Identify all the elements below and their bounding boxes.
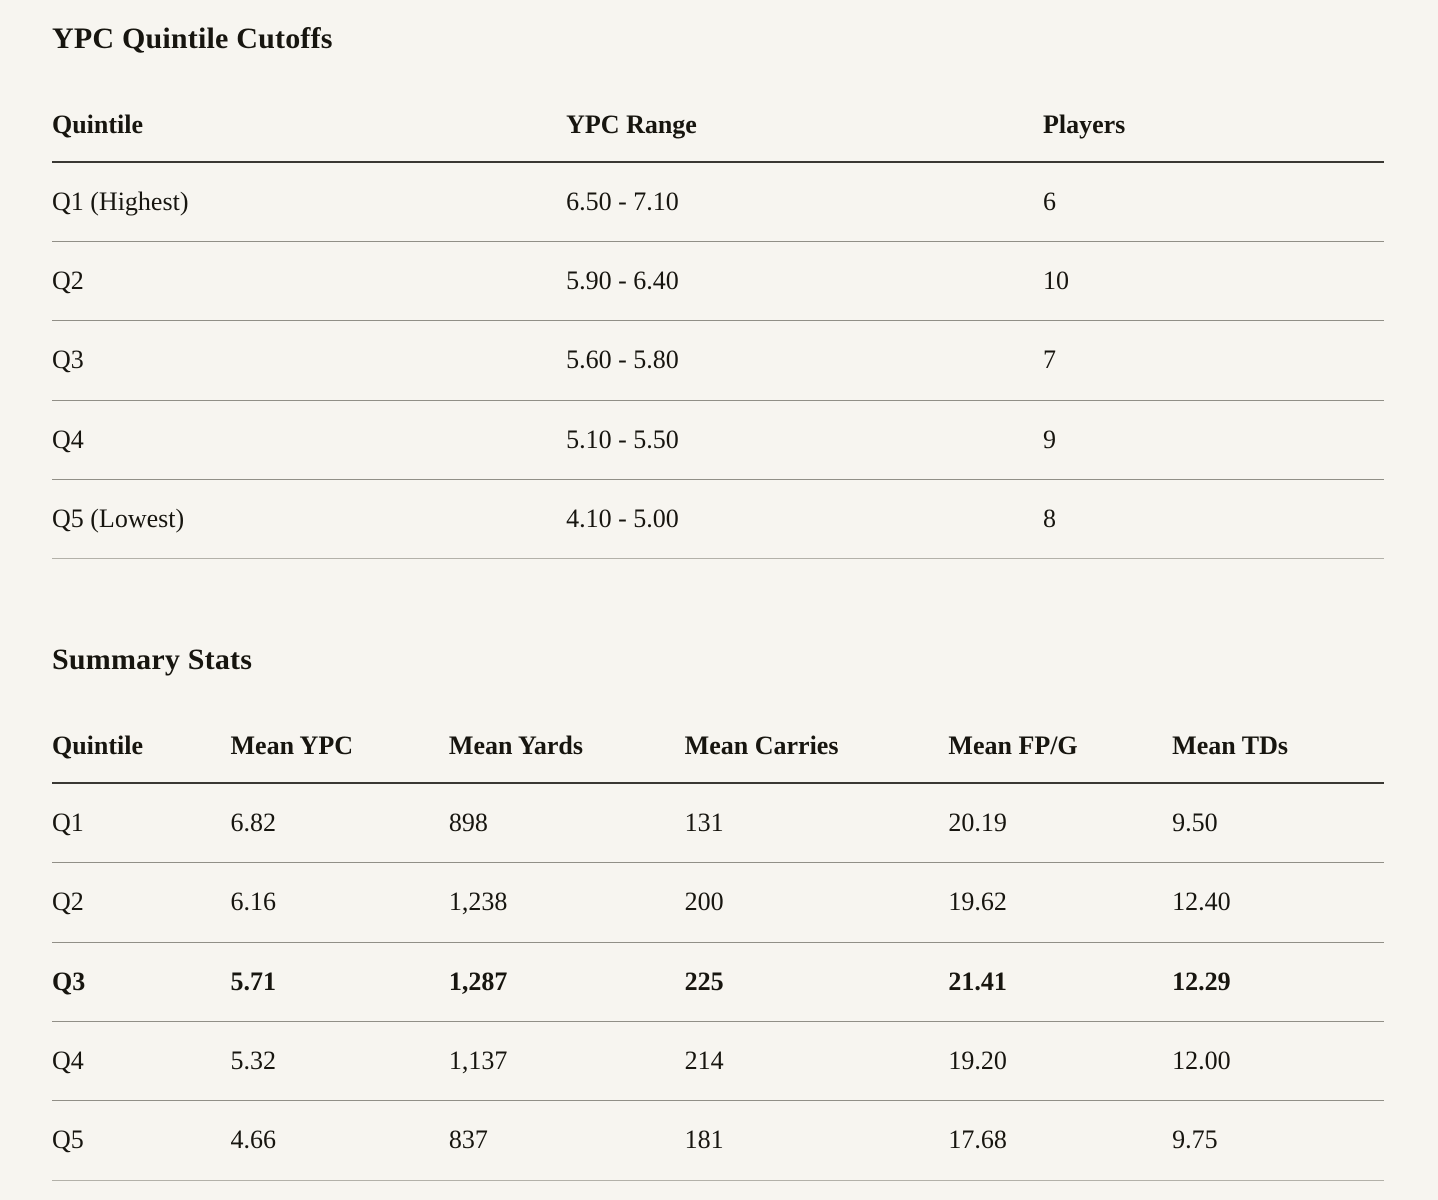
cell-players: 9	[1042, 400, 1384, 480]
cell-mean-carries: 225	[684, 942, 949, 1022]
cell-quintile: Q1	[52, 783, 231, 864]
cell-ypc-range: 5.90 - 6.40	[566, 241, 1043, 322]
cell-mean-carries: 200	[684, 862, 949, 943]
cell-quintile: Q5	[52, 1100, 231, 1181]
cell-mean-fpg: 21.41	[948, 942, 1173, 1022]
cell-ypc-range: 4.10 - 5.00	[566, 479, 1043, 560]
cell-players: 10	[1042, 241, 1384, 322]
column-header-mean-ypc: Mean YPC	[230, 732, 449, 785]
cell-players: 7	[1042, 320, 1384, 401]
table-row: Q4 5.10 - 5.50 9	[52, 400, 1384, 480]
table-row: Q1 6.82 898 131 20.19 9.50	[52, 783, 1384, 864]
cell-quintile: Q2	[52, 862, 231, 943]
cell-mean-ypc: 6.16	[230, 862, 449, 943]
column-header-players: Players	[1042, 110, 1384, 163]
cell-mean-fpg: 17.68	[948, 1100, 1173, 1181]
cell-mean-fpg: 20.19	[948, 783, 1173, 864]
table-row: Q3 5.60 - 5.80 7	[52, 320, 1384, 401]
table-row: Q5 4.66 837 181 17.68 9.75	[52, 1100, 1384, 1181]
cell-mean-yards: 898	[448, 783, 685, 864]
cell-mean-ypc: 6.82	[230, 783, 449, 864]
cell-quintile: Q1 (Highest)	[52, 161, 567, 243]
table-row: Q1 (Highest) 6.50 - 7.10 6	[52, 161, 1384, 243]
table-row: Q4 5.32 1,137 214 19.20 12.00	[52, 1021, 1384, 1102]
table-row-highlighted: Q3 5.71 1,287 225 21.41 12.29	[52, 942, 1384, 1022]
cell-quintile: Q2	[52, 241, 567, 322]
column-header-mean-yards: Mean Yards	[448, 732, 685, 785]
cell-mean-tds: 12.29	[1172, 942, 1384, 1022]
cell-players: 6	[1042, 161, 1384, 243]
cell-mean-yards: 1,137	[448, 1021, 685, 1102]
cell-quintile: Q5 (Lowest)	[52, 479, 567, 560]
table-row: Q5 (Lowest) 4.10 - 5.00 8	[52, 479, 1384, 560]
column-header-mean-fpg: Mean FP/G	[948, 732, 1173, 785]
cutoffs-header-row: Quintile YPC Range Players	[52, 110, 1384, 163]
cell-ypc-range: 5.60 - 5.80	[566, 320, 1043, 401]
table-row: Q2 6.16 1,238 200 19.62 12.40	[52, 862, 1384, 943]
cell-mean-ypc: 5.32	[230, 1021, 449, 1102]
column-header-quintile: Quintile	[52, 732, 231, 785]
cell-mean-carries: 181	[684, 1100, 949, 1181]
cell-mean-tds: 9.50	[1172, 783, 1384, 864]
summary-table: Quintile Mean YPC Mean Yards Mean Carrie…	[52, 732, 1384, 1181]
cutoffs-section-title: YPC Quintile Cutoffs	[52, 22, 333, 55]
summary-header-row: Quintile Mean YPC Mean Yards Mean Carrie…	[52, 732, 1384, 785]
cell-mean-yards: 837	[448, 1100, 685, 1181]
cell-ypc-range: 6.50 - 7.10	[566, 161, 1043, 243]
cell-players: 8	[1042, 479, 1384, 560]
cell-quintile: Q4	[52, 400, 567, 480]
cell-quintile: Q3	[52, 320, 567, 401]
cell-mean-carries: 131	[684, 783, 949, 864]
cell-mean-fpg: 19.62	[948, 862, 1173, 943]
cell-quintile: Q4	[52, 1021, 231, 1102]
cutoffs-table: Quintile YPC Range Players Q1 (Highest) …	[52, 110, 1384, 560]
column-header-quintile: Quintile	[52, 110, 567, 163]
cell-mean-tds: 9.75	[1172, 1100, 1384, 1181]
cell-ypc-range: 5.10 - 5.50	[566, 400, 1043, 480]
cell-mean-fpg: 19.20	[948, 1021, 1173, 1102]
cell-mean-tds: 12.40	[1172, 862, 1384, 943]
cell-mean-yards: 1,238	[448, 862, 685, 943]
column-header-mean-tds: Mean TDs	[1172, 732, 1384, 785]
cell-mean-carries: 214	[684, 1021, 949, 1102]
cell-mean-ypc: 4.66	[230, 1100, 449, 1181]
column-header-ypc-range: YPC Range	[566, 110, 1043, 163]
summary-section-title: Summary Stats	[52, 643, 253, 677]
column-header-mean-carries: Mean Carries	[684, 732, 949, 785]
cell-mean-tds: 12.00	[1172, 1021, 1384, 1102]
table-row: Q2 5.90 - 6.40 10	[52, 241, 1384, 322]
cell-quintile: Q3	[52, 942, 231, 1022]
cell-mean-ypc: 5.71	[230, 942, 449, 1022]
cell-mean-yards: 1,287	[448, 942, 685, 1022]
